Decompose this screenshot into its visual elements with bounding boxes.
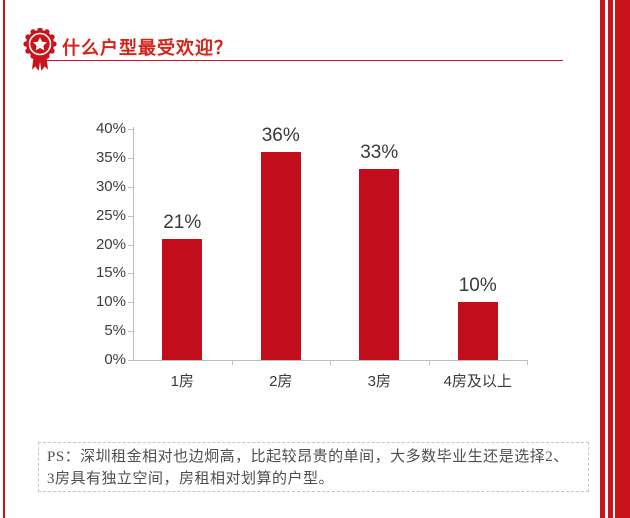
bar <box>359 169 400 360</box>
bar-chart: 0% 5% 10% 15% 20% 25% 30% 35% 40% 21% 1房 36% 2房 33% 3房… <box>90 120 540 400</box>
y-tick-mark <box>128 157 133 159</box>
x-axis-category-label: 2房 <box>269 373 293 390</box>
y-axis-tick-label: 0% <box>104 351 126 368</box>
y-tick-mark <box>128 360 133 361</box>
y-axis-tick-label: 35% <box>95 148 126 166</box>
page-title: 什么户型最受欢迎？ <box>62 38 233 58</box>
x-tick-mark <box>231 360 233 365</box>
y-axis-line <box>133 127 134 360</box>
star-glyph <box>33 37 47 51</box>
bar-value-label: 10% <box>458 275 497 297</box>
y-tick-mark <box>128 129 133 130</box>
y-axis-tick-label: 30% <box>95 177 126 195</box>
x-tick-mark <box>330 360 331 365</box>
y-tick-mark <box>128 244 133 246</box>
x-tick-mark <box>527 360 528 365</box>
y-tick-mark <box>128 302 133 304</box>
bar <box>260 152 301 360</box>
bar <box>457 302 498 360</box>
footnote-line: PS：深圳租金相对也边炯高，比起较昂贵的单间，大多数毕业生还是选择2、 <box>47 449 569 465</box>
y-tick-mark <box>128 215 133 217</box>
medal-rosette-icon <box>23 28 57 71</box>
bar-value-label: 21% <box>163 211 202 233</box>
y-axis-tick-label: 5% <box>104 322 126 340</box>
right-thin-stripe <box>600 0 605 518</box>
bar-value-label: 33% <box>360 142 399 164</box>
right-mid-stripe <box>608 0 613 518</box>
x-axis-category-label: 3房 <box>367 373 391 390</box>
bar-value-label: 36% <box>261 125 300 147</box>
y-tick-mark <box>128 331 133 333</box>
bar <box>162 238 203 360</box>
footnote-box: PS：深圳租金相对也边炯高，比起较昂贵的单间，大多数毕业生还是选择2、 3房具有… <box>38 442 589 492</box>
x-axis-category-label: 1房 <box>170 373 194 390</box>
right-wide-stripe <box>615 0 630 518</box>
y-tick-mark <box>128 273 133 275</box>
y-axis-tick-label: 10% <box>95 293 126 311</box>
x-axis-category-label: 4房及以上 <box>443 373 512 390</box>
title-underline <box>38 60 563 61</box>
y-axis-tick-label: 15% <box>95 264 126 282</box>
y-axis-tick-label: 20% <box>95 235 126 253</box>
x-tick-mark <box>428 360 430 365</box>
left-border-stripe <box>3 0 5 518</box>
y-axis-tick-label: 40% <box>95 120 126 137</box>
footnote-line: 3房具有独立空间，房租相对划算的户型。 <box>47 471 335 487</box>
y-tick-mark <box>128 186 133 188</box>
y-axis-tick-label: 25% <box>95 206 126 224</box>
